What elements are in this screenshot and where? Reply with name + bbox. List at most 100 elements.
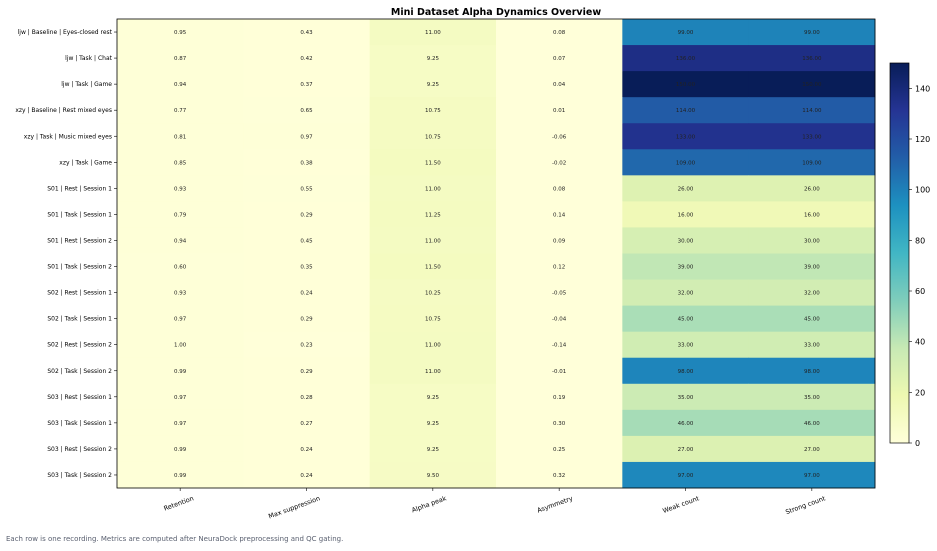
cell-value-label: 0.29 — [300, 369, 313, 375]
heatmap-cell — [243, 357, 371, 385]
cell-value-label: 0.87 — [174, 56, 187, 62]
row-label: S01 | Rest | Session 1 — [47, 185, 112, 192]
heatmap-cell — [622, 383, 750, 411]
cell-value-label: 0.08 — [553, 30, 566, 36]
heatmap-cell — [117, 71, 244, 98]
cell-value-label: 114.00 — [802, 108, 822, 114]
heatmap-cell — [496, 331, 623, 359]
cell-value-label: 136.00 — [802, 56, 822, 62]
heatmap-cell — [117, 253, 244, 280]
heatmap-cell — [496, 305, 623, 333]
cell-value-label: 9.25 — [427, 395, 440, 401]
heatmap-cell — [369, 19, 497, 46]
heatmap-cell — [243, 227, 371, 254]
heatmap-cell — [369, 409, 497, 437]
cell-value-label: 11.00 — [425, 369, 441, 375]
cell-value-label: 27.00 — [804, 447, 820, 453]
cell-value-label: 26.00 — [678, 186, 694, 192]
cell-value-label: 39.00 — [804, 265, 820, 271]
heatmap-cell — [243, 201, 371, 228]
row-label: S03 | Task | Session 1 — [47, 420, 112, 427]
cell-value-label: 99.00 — [678, 30, 694, 36]
row-label: S03 | Rest | Session 2 — [47, 446, 112, 453]
row-label: S02 | Task | Session 1 — [47, 316, 112, 323]
heatmap-cell — [496, 123, 623, 150]
heatmap-cell — [622, 461, 750, 489]
row-label: ljw | Baseline | Eyes-closed rest — [18, 29, 113, 36]
heatmap-cell — [496, 227, 623, 254]
heatmap-cell — [243, 19, 371, 46]
cell-value-label: 0.43 — [300, 30, 313, 36]
heatmap-cell — [748, 227, 876, 254]
cell-value-label: 35.00 — [678, 395, 694, 401]
heatmap-cell — [369, 71, 497, 98]
heatmap-cell — [117, 461, 244, 489]
heatmap-cell — [496, 45, 623, 72]
cell-value-label: 0.09 — [553, 238, 566, 244]
colorbar-tick-label: 140 — [915, 84, 930, 93]
cell-value-label: 39.00 — [678, 265, 694, 271]
cell-value-label: 9.25 — [427, 82, 440, 88]
cell-value-label: 0.97 — [300, 134, 313, 140]
cell-value-label: 11.00 — [425, 238, 441, 244]
cell-value-label: 0.95 — [174, 30, 187, 36]
heatmap-cell — [748, 175, 876, 202]
cell-value-label: 0.32 — [553, 473, 565, 479]
row-label: xzy | Task | Game — [59, 159, 112, 166]
heatmap-cell — [117, 409, 244, 437]
heatmap-cell — [369, 461, 497, 489]
heatmap-cell — [117, 279, 244, 307]
row-label: S01 | Task | Session 2 — [47, 264, 112, 271]
heatmap-cell — [243, 45, 371, 72]
heatmap-frame — [116, 18, 876, 489]
chart-title: Mini Dataset Alpha Dynamics Overview — [391, 7, 601, 18]
cell-value-label: 0.24 — [300, 291, 313, 297]
heatmap-cell — [622, 45, 750, 72]
heatmap-cell — [117, 331, 244, 359]
heatmap-cell — [748, 383, 876, 411]
cell-value-label: 1.00 — [174, 343, 187, 349]
column-label: Alpha peak — [411, 494, 448, 514]
cell-value-label: -0.14 — [552, 343, 567, 349]
heatmap-cell — [243, 123, 371, 150]
heatmap-cell — [117, 45, 244, 72]
cell-value-label: 0.23 — [300, 343, 313, 349]
cell-value-label: 0.29 — [300, 212, 313, 218]
row-label: S01 | Rest | Session 2 — [47, 237, 112, 244]
cell-value-label: 0.14 — [553, 212, 566, 218]
cell-value-label: 10.25 — [425, 291, 441, 297]
heatmap-cell — [369, 305, 497, 333]
cell-value-label: 99.00 — [804, 30, 820, 36]
cell-value-label: 97.00 — [804, 473, 820, 479]
row-label: xzy | Task | Music mixed eyes — [24, 133, 112, 140]
cell-value-label: 0.42 — [300, 56, 312, 62]
cell-value-label: 11.00 — [425, 186, 441, 192]
cell-value-label: 0.04 — [553, 82, 566, 88]
heatmap-cell — [243, 279, 371, 307]
row-label: S01 | Task | Session 1 — [47, 211, 112, 218]
heatmap-cell — [369, 435, 497, 463]
heatmap-cell — [622, 227, 750, 254]
chart-caption: Each row is one recording. Metrics are c… — [6, 535, 344, 543]
cell-value-label: 0.38 — [300, 160, 313, 166]
heatmap-cell — [748, 201, 876, 228]
cell-value-label: 0.97 — [174, 395, 187, 401]
heatmap-cell — [748, 461, 876, 489]
cell-value-label: -0.01 — [552, 369, 566, 375]
cell-value-label: -0.06 — [552, 134, 567, 140]
heatmap-cell — [622, 331, 750, 359]
cell-value-label: 0.30 — [553, 421, 566, 427]
heatmap-cell — [117, 357, 244, 385]
cell-value-label: 0.55 — [300, 186, 313, 192]
heatmap-cell — [748, 45, 876, 72]
heatmap-cell — [243, 71, 371, 98]
heatmap-cell — [243, 461, 371, 489]
cell-value-label: 9.25 — [427, 447, 440, 453]
cell-value-label: -0.02 — [552, 160, 566, 166]
row-label: S02 | Task | Session 2 — [47, 368, 112, 375]
heatmap-cell — [748, 253, 876, 280]
cell-value-label: 0.81 — [174, 134, 186, 140]
heatmap-cell — [369, 123, 497, 150]
row-label: xzy | Baseline | Rest mixed eyes — [15, 107, 112, 114]
